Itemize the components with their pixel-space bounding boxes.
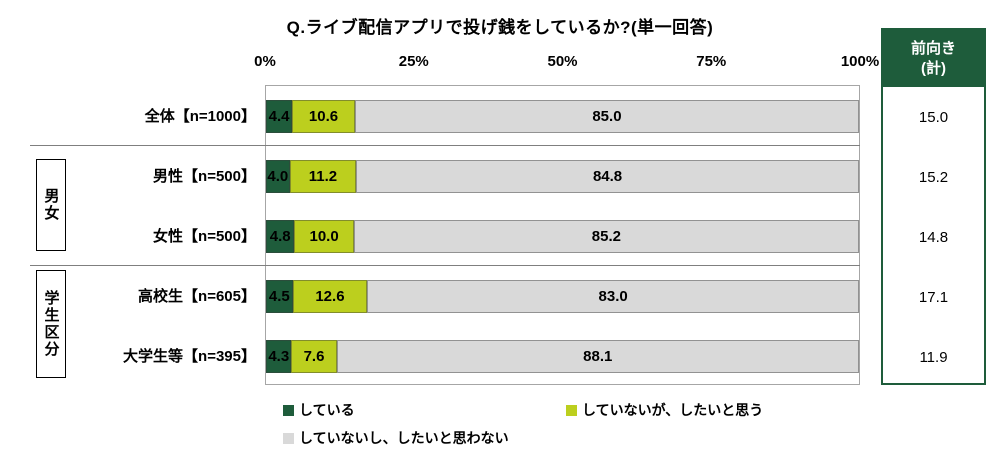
group-label-text: 男女: [42, 188, 60, 222]
legend-swatch-green: [283, 404, 294, 416]
bar-segment: 88.1: [336, 339, 859, 373]
stacked-bar: 4.0 11.2 84.8: [266, 159, 859, 193]
bar-segment: 4.0: [266, 159, 290, 193]
bar-segment: 11.2: [289, 159, 357, 193]
summary-value: 14.8: [918, 228, 949, 246]
bar-segment: 12.6: [292, 279, 368, 313]
group-divider-bottom: [30, 265, 860, 266]
legend-label: していないが、したいと思う: [582, 402, 764, 418]
summary-value: 17.1: [918, 288, 949, 306]
group-label-text: 学生区分: [42, 290, 60, 358]
bar-value-label: 10.6: [308, 107, 339, 125]
x-axis-tick: 75%: [696, 53, 727, 70]
bar-segment: 10.6: [292, 99, 355, 133]
summary-values: 15.0 15.2 14.8 17.1 11.9: [883, 87, 984, 387]
bar-row: 4.4 10.6 85.0: [266, 86, 859, 146]
bar-segment: 4.3: [266, 339, 292, 373]
legend-swatch-lime: [566, 404, 577, 416]
bar-value-label: 4.5: [268, 287, 290, 305]
x-axis-tick: 100%: [840, 53, 880, 70]
x-axis-tick: 25%: [398, 53, 429, 70]
bar-segment: 4.8: [266, 219, 295, 253]
bar-segment: 7.6: [291, 339, 337, 373]
category-labels: 全体【n=1000】男性【n=500】 女性【n=500】高校生【n=605】大学…: [0, 85, 256, 385]
bar-segment: 85.2: [353, 219, 859, 253]
group-divider-top: [30, 145, 860, 146]
bar-row: 4.3 7.6 88.1: [266, 326, 859, 386]
bar-value-label: 4.0: [267, 167, 289, 185]
bar-value-label: 4.3: [268, 347, 290, 365]
bar-row: 4.0 11.2 84.8: [266, 146, 859, 206]
bar-value-label: 4.4: [268, 107, 290, 125]
category-label: 全体【n=1000】: [144, 107, 256, 125]
summary-header: 前向き (計): [883, 30, 984, 87]
stacked-bar: 4.5 12.6 83.0: [266, 279, 859, 313]
legend-swatch-gray: [283, 432, 294, 444]
legend-item-want-to: していないが、したいと思う: [566, 400, 763, 420]
bar-row: 4.8 10.0 85.2: [266, 206, 859, 266]
legend-label: していないし、したいと思わない: [299, 430, 509, 446]
bar-value-label: 85.2: [591, 227, 621, 245]
bar-segment: 10.0: [294, 219, 354, 253]
summary-value: 15.0: [918, 108, 949, 126]
bar-value-label: 10.0: [309, 227, 339, 245]
x-axis-tick: 50%: [547, 53, 578, 70]
plot-area: 4.4 10.6 85.0 4.0 11.2 84.8 4.8 10.0 85.2 4.5 12.6…: [265, 85, 860, 385]
category-label: 高校生【n=605】: [138, 287, 256, 305]
bar-value-label: 88.1: [583, 347, 613, 365]
summary-header-line: 前向き: [910, 40, 956, 57]
bar-row: 4.5 12.6 83.0: [266, 266, 859, 326]
legend-label: している: [299, 402, 355, 418]
bar-value-label: 83.0: [598, 287, 628, 305]
x-axis-tick: 0%: [254, 53, 276, 70]
bar-segment: 4.4: [266, 99, 293, 133]
group-label-student-type: 学生区分: [36, 270, 66, 378]
bar-segment: 83.0: [367, 279, 859, 313]
bar-value-label: 84.8: [592, 167, 623, 185]
legend-item-dont-want: していないし、したいと思わない: [283, 428, 509, 448]
bar-segment: 4.5: [266, 279, 293, 313]
category-label: 女性【n=500】: [153, 227, 256, 245]
bar-value-label: 85.0: [592, 107, 622, 125]
bar-value-label: 12.6: [315, 287, 345, 305]
chart-title: Q.ライブ配信アプリで投げ銭をしているか?(単一回答): [286, 18, 714, 37]
bar-value-label: 7.6: [303, 347, 325, 365]
summary-value: 15.2: [918, 168, 949, 186]
stacked-bar: 4.8 10.0 85.2: [266, 219, 859, 253]
category-label: 大学生等【n=395】: [123, 347, 256, 365]
summary-column: 前向き (計) 15.0 15.2 14.8 17.1 11.9: [881, 28, 986, 385]
x-axis: 0% 25% 50% 75% 100%: [254, 53, 879, 73]
bar-segment: 84.8: [356, 159, 859, 193]
bar-segment: 85.0: [354, 99, 859, 133]
legend-item-doing: している: [283, 400, 355, 420]
summary-header-line: (計): [921, 59, 946, 77]
stacked-bar: 4.4 10.6 85.0: [266, 99, 859, 133]
group-label-gender: 男女: [36, 159, 66, 251]
bar-value-label: 11.2: [308, 167, 338, 185]
summary-value: 11.9: [919, 348, 948, 366]
stacked-bar: 4.3 7.6 88.1: [266, 339, 859, 373]
category-label: 男性【n=500】: [153, 167, 256, 185]
bar-value-label: 4.8: [269, 227, 291, 245]
